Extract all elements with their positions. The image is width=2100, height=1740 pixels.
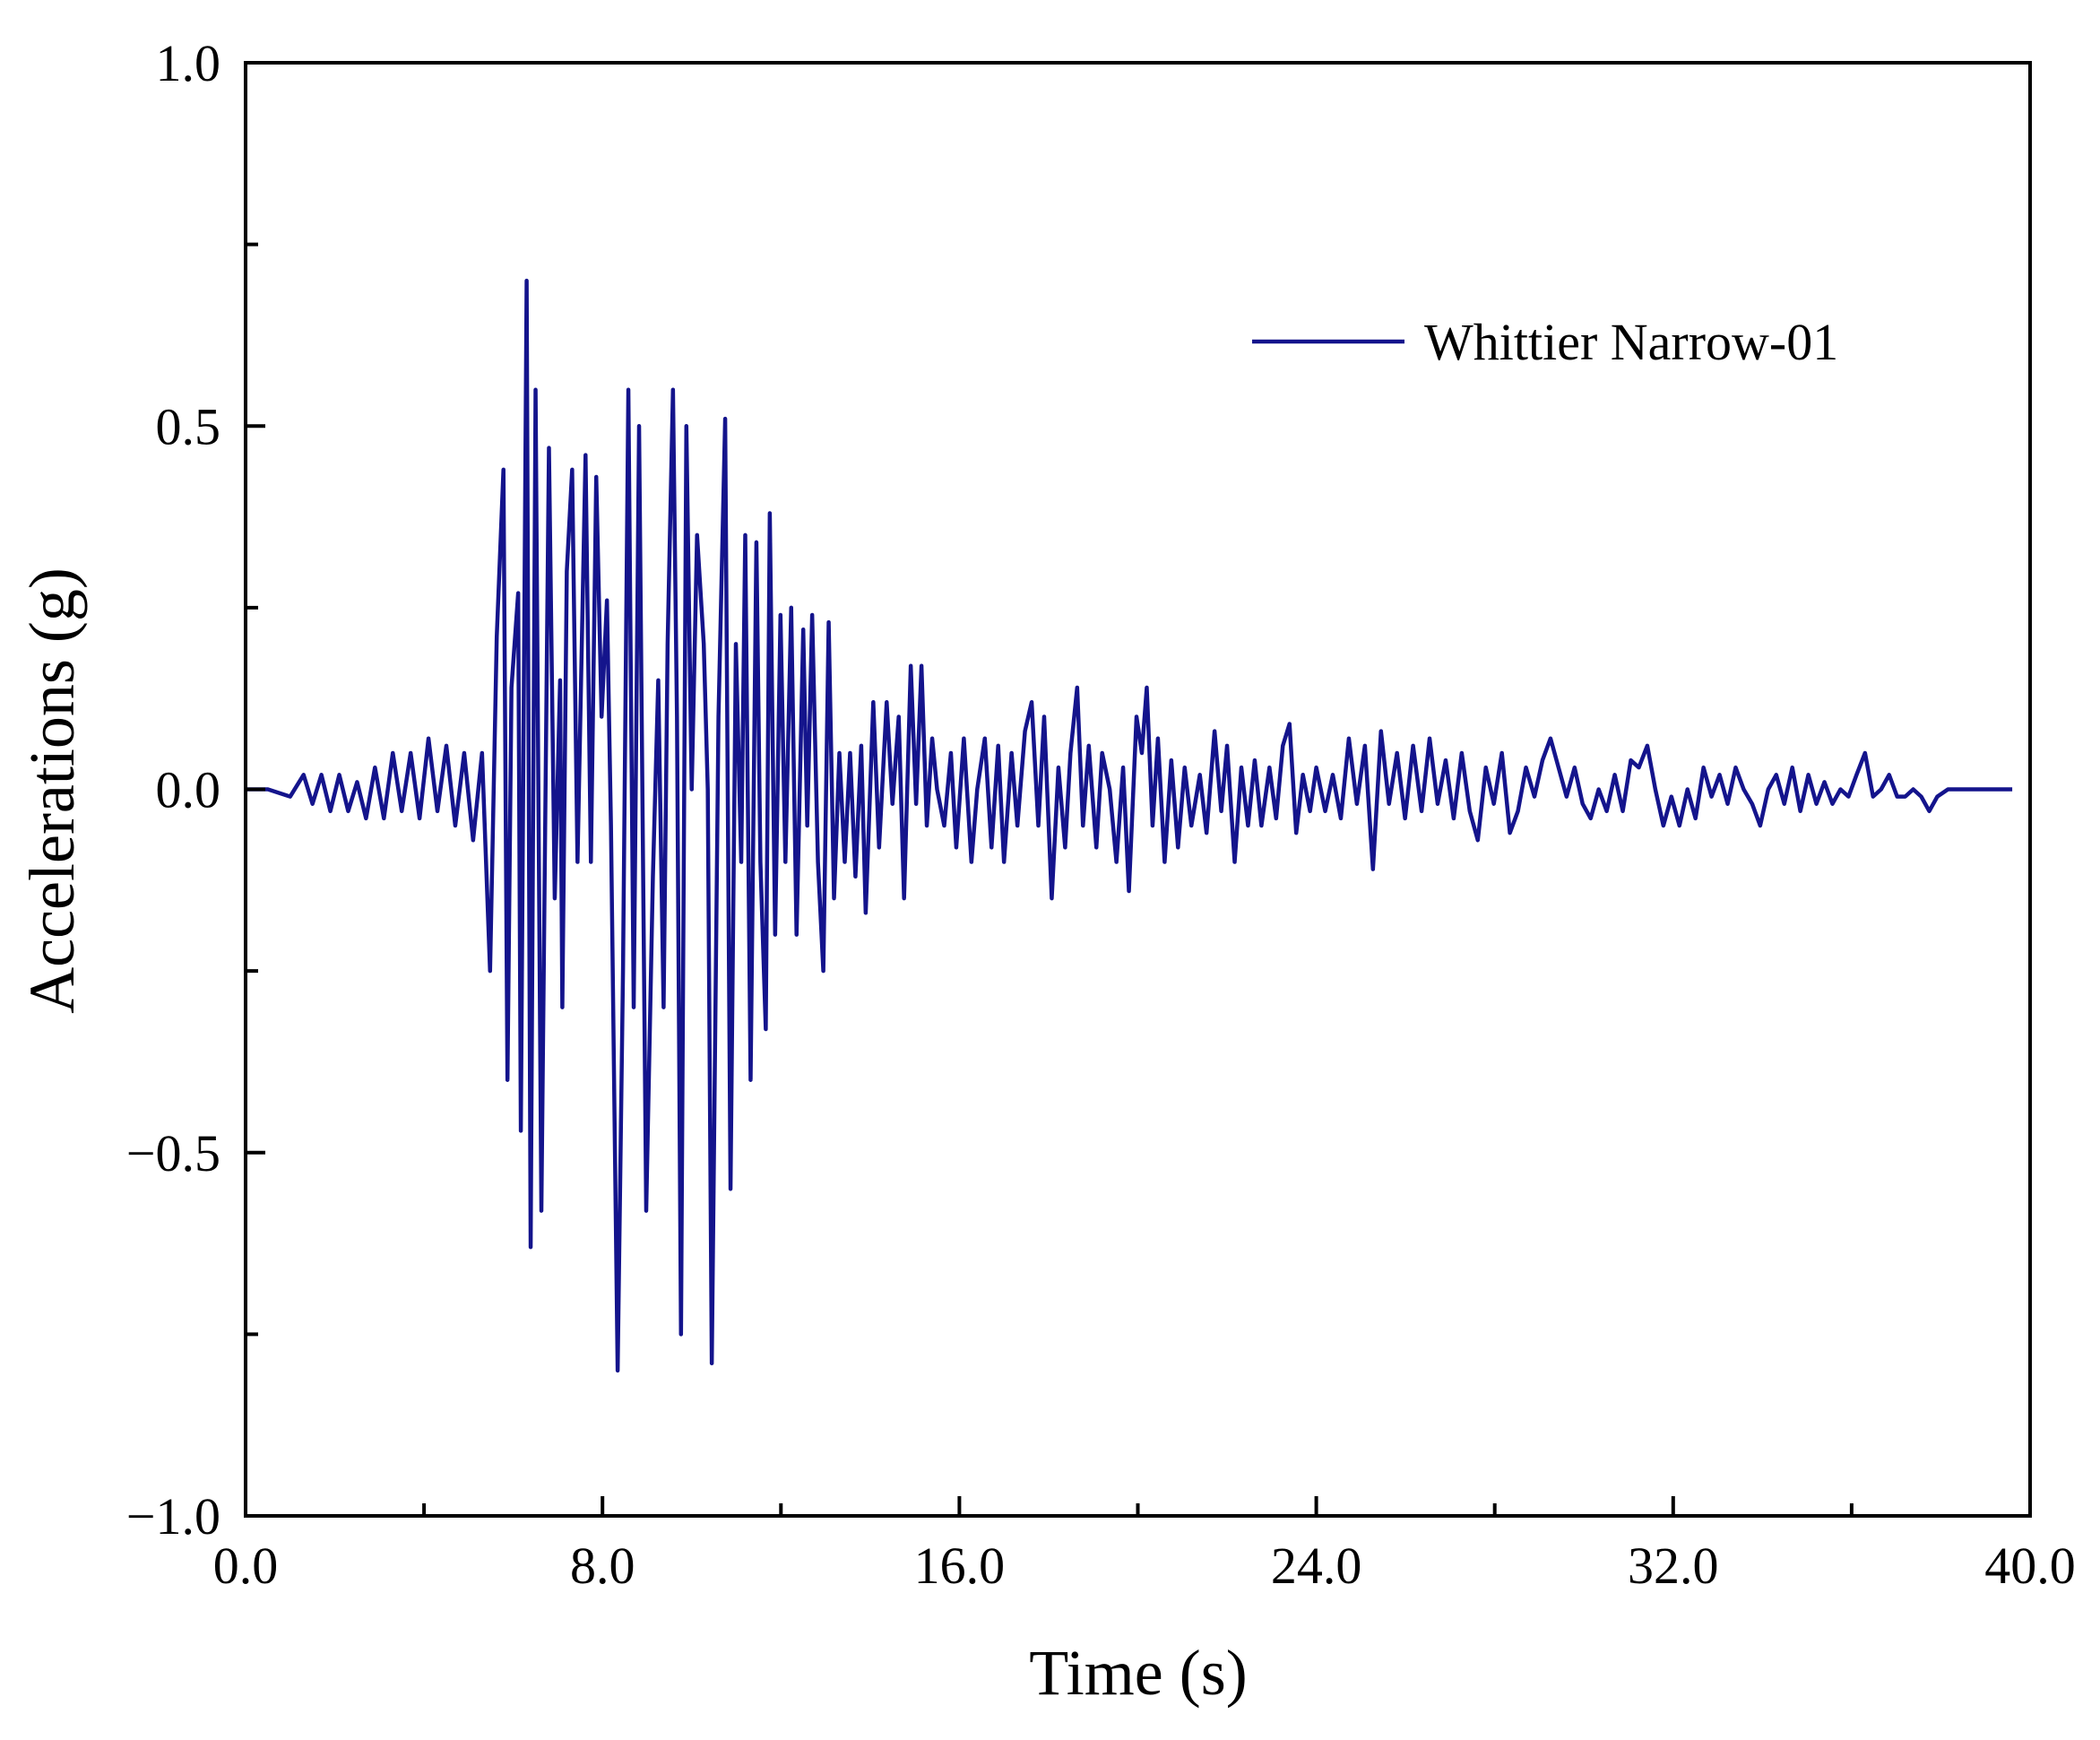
y-tick-label: −0.5 bbox=[126, 1124, 220, 1182]
x-tick-label: 16.0 bbox=[914, 1537, 1006, 1595]
y-tick-label: 0.5 bbox=[156, 397, 221, 455]
x-axis-title: Time (s) bbox=[1029, 1637, 1247, 1709]
x-tick-label: 32.0 bbox=[1628, 1537, 1719, 1595]
x-tick-label: 8.0 bbox=[570, 1537, 635, 1595]
y-axis-title: Accelerations (g) bbox=[16, 567, 88, 1014]
x-tick-label: 24.0 bbox=[1271, 1537, 1362, 1595]
data-line bbox=[246, 278, 2013, 1373]
legend-label: Whittier Narrow-01 bbox=[1424, 313, 1838, 371]
x-tick-label: 40.0 bbox=[1984, 1537, 2076, 1595]
plot-frame bbox=[244, 61, 2032, 1518]
x-tick-label: 0.0 bbox=[213, 1537, 279, 1595]
y-tick-label: 0.0 bbox=[156, 761, 221, 819]
y-tick-label: −1.0 bbox=[126, 1487, 220, 1545]
y-tick-label: 1.0 bbox=[156, 34, 221, 92]
